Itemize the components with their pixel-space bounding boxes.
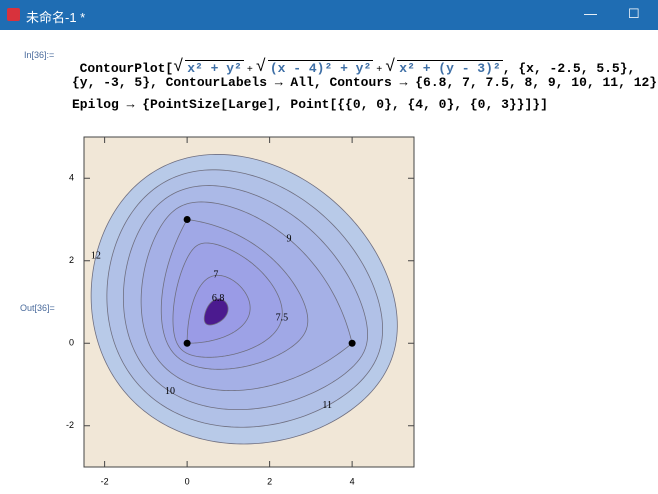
frame: [83, 136, 415, 468]
point: [183, 216, 191, 223]
radical: x² + (y - 3)²: [397, 60, 503, 76]
contour-region: [203, 298, 229, 326]
x-tick-label: -2: [101, 476, 109, 486]
code-line: ContourPlot[x² + y²+(x - 4)² + y²+x² + (…: [64, 46, 635, 76]
app-icon: [7, 8, 20, 21]
contour-region: [106, 169, 384, 428]
contour-region: [140, 201, 353, 391]
code-tail: , {x, -2.5, 5.5},: [502, 61, 636, 76]
contour-label: 7: [213, 270, 218, 281]
contour-label: 7.5: [276, 312, 289, 323]
x-tick-label: 0: [185, 476, 190, 486]
contour-label: 11: [322, 400, 332, 411]
window-title: 未命名-1 *: [26, 10, 86, 25]
plot-background: [84, 137, 414, 467]
radical: (x - 4)² + y²: [267, 60, 374, 76]
minimize-button[interactable]: —: [584, 6, 597, 21]
x-tick-label: 2: [267, 476, 272, 486]
radicals: x² + y²+(x - 4)² + y²+x² + (y - 3)²: [173, 60, 503, 76]
contour-label: 10: [165, 386, 175, 397]
contour-label: 9: [287, 233, 292, 244]
contour-region: [186, 274, 251, 344]
contour-region: [160, 219, 309, 370]
radical: x² + y²: [185, 60, 244, 76]
y-tick-label: -2: [66, 420, 74, 430]
code-line: Epilog → {PointSize[Large], Point[{{0, 0…: [72, 97, 548, 112]
title-bar: 未命名-1 * — ☐: [0, 0, 658, 30]
contour-region: [172, 242, 283, 358]
input-label: In[36]:=: [24, 50, 55, 60]
contour-label: 12: [91, 251, 101, 262]
contour-region: [90, 154, 398, 445]
point: [183, 339, 191, 347]
output-label: Out[36]=: [20, 303, 55, 313]
point: [348, 339, 356, 347]
y-tick-label: 2: [69, 255, 74, 265]
code-line: {y, -3, 5}, ContourLabels → All, Contour…: [72, 75, 658, 90]
plus: +: [246, 65, 253, 76]
x-tick-label: 4: [350, 476, 355, 486]
maximize-button[interactable]: ☐: [628, 6, 640, 21]
y-tick-label: 4: [69, 173, 74, 183]
contour-region: [122, 185, 368, 411]
y-tick-label: 0: [69, 338, 74, 348]
plus: +: [376, 65, 383, 76]
code-head: ContourPlot[: [79, 61, 174, 76]
contour-label: 6.8: [212, 293, 225, 304]
